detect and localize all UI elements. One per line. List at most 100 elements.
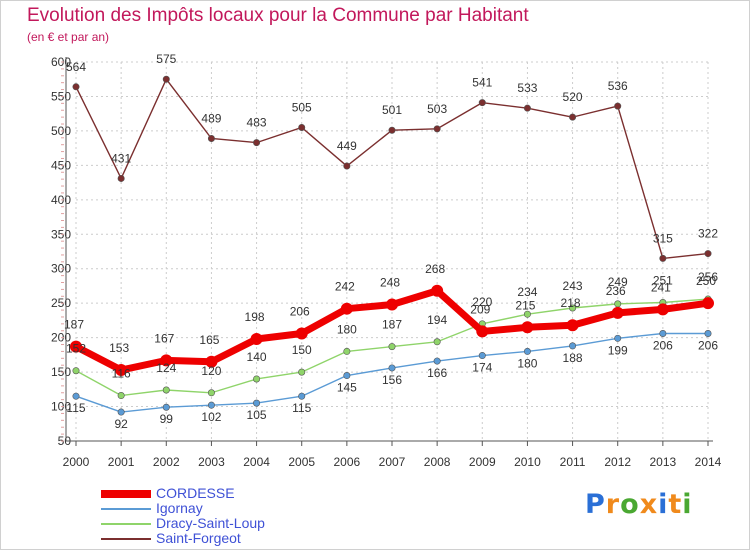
chart-title: Evolution des Impôts locaux pour la Comm…	[27, 5, 529, 26]
x-tick-label: 2005	[288, 455, 315, 469]
data-point	[295, 327, 308, 340]
logo-letter: i	[682, 489, 693, 520]
x-tick-label: 2010	[514, 455, 541, 469]
data-label: 575	[156, 52, 176, 66]
data-point	[702, 297, 714, 310]
data-point	[704, 250, 712, 258]
data-point	[117, 174, 125, 182]
data-label: 152	[66, 342, 86, 356]
data-label: 150	[292, 343, 312, 357]
x-tick-label: 2008	[424, 455, 451, 469]
data-label: 505	[292, 100, 312, 114]
data-label: 199	[608, 343, 628, 357]
data-point	[523, 347, 531, 355]
data-label: 156	[382, 373, 402, 387]
data-point	[117, 408, 125, 416]
data-point	[298, 123, 306, 131]
data-label: 564	[66, 60, 86, 74]
x-tick-label: 2001	[108, 455, 135, 469]
data-label: 166	[427, 366, 447, 380]
chart-subtitle: (en € et par an)	[27, 30, 110, 44]
data-labels: 564 431 575 489 483 505 449 501 503 541 533 520 536 3…	[64, 52, 718, 431]
logo-letter: i	[658, 489, 669, 520]
data-point	[523, 104, 531, 112]
x-tick-label: 2009	[469, 455, 496, 469]
data-label: 315	[653, 231, 673, 245]
data-label: 251	[653, 273, 673, 287]
data-point	[569, 304, 577, 312]
data-point	[162, 386, 170, 394]
data-point	[343, 347, 351, 355]
data-label: 102	[201, 410, 221, 424]
data-label: 194	[427, 313, 447, 327]
data-label: 243	[563, 279, 583, 293]
data-point	[611, 306, 624, 319]
data-point	[659, 254, 667, 262]
data-label: 167	[154, 331, 174, 345]
data-point	[388, 343, 396, 351]
data-label: 206	[698, 339, 718, 353]
data-point	[70, 340, 82, 353]
x-tick-label: 2013	[650, 455, 677, 469]
data-point	[478, 99, 486, 107]
legend-swatch	[101, 490, 151, 498]
data-label: 124	[156, 361, 176, 375]
data-point	[388, 364, 396, 372]
data-label: 520	[563, 90, 583, 104]
data-label: 92	[114, 417, 128, 431]
legend-label: CORDESSE	[156, 485, 235, 501]
data-label: 501	[382, 103, 402, 117]
data-point	[704, 330, 712, 338]
legend-item: Saint-Forgeot	[101, 530, 361, 546]
data-label: 99	[160, 412, 174, 426]
data-label: 541	[472, 76, 492, 90]
data-point	[433, 125, 441, 133]
data-label: 215	[515, 298, 535, 312]
data-label: 248	[380, 276, 400, 290]
x-tick-label: 2012	[604, 455, 631, 469]
data-point	[433, 357, 441, 365]
data-label: 449	[337, 139, 357, 153]
data-point	[115, 364, 128, 377]
data-point	[162, 75, 170, 83]
data-label: 234	[517, 285, 537, 299]
data-point	[205, 355, 218, 368]
data-point	[614, 102, 622, 110]
data-label: 218	[561, 296, 581, 310]
data-label: 483	[247, 116, 267, 130]
data-label: 115	[66, 401, 85, 415]
data-label: 241	[651, 280, 671, 294]
logo-letter: r	[605, 489, 621, 520]
x-tick-label: 2002	[153, 455, 180, 469]
data-label: 533	[517, 81, 537, 95]
y-tick-label: 50	[58, 434, 72, 448]
data-label: 188	[563, 351, 583, 365]
legend-label: Saint-Forgeot	[156, 530, 241, 546]
data-label: 489	[201, 111, 221, 125]
legend: CORDESSE Igornay Dracy-Saint-Loup Saint-For…	[101, 485, 361, 546]
data-label: 115	[292, 401, 311, 415]
series-lines	[70, 75, 714, 416]
logo-letter: P	[585, 489, 606, 520]
data-label: 322	[698, 227, 718, 241]
data-label: 256	[698, 270, 718, 284]
data-label: 206	[653, 339, 673, 353]
data-label: 145	[337, 381, 357, 395]
logo-letter: o	[620, 489, 640, 520]
legend-swatch	[101, 523, 151, 525]
legend-item: Igornay	[101, 500, 361, 516]
data-point	[659, 330, 667, 338]
data-point	[656, 303, 669, 316]
legend-item: Dracy-Saint-Loup	[101, 515, 361, 531]
data-label: 116	[112, 367, 131, 381]
data-point	[253, 375, 261, 383]
x-tick-label: 2000	[63, 455, 90, 469]
data-point	[72, 83, 80, 91]
data-point	[72, 367, 80, 375]
data-point	[298, 392, 306, 400]
legend-swatch	[101, 508, 151, 510]
data-point	[207, 401, 215, 409]
data-label: 250	[696, 274, 716, 288]
